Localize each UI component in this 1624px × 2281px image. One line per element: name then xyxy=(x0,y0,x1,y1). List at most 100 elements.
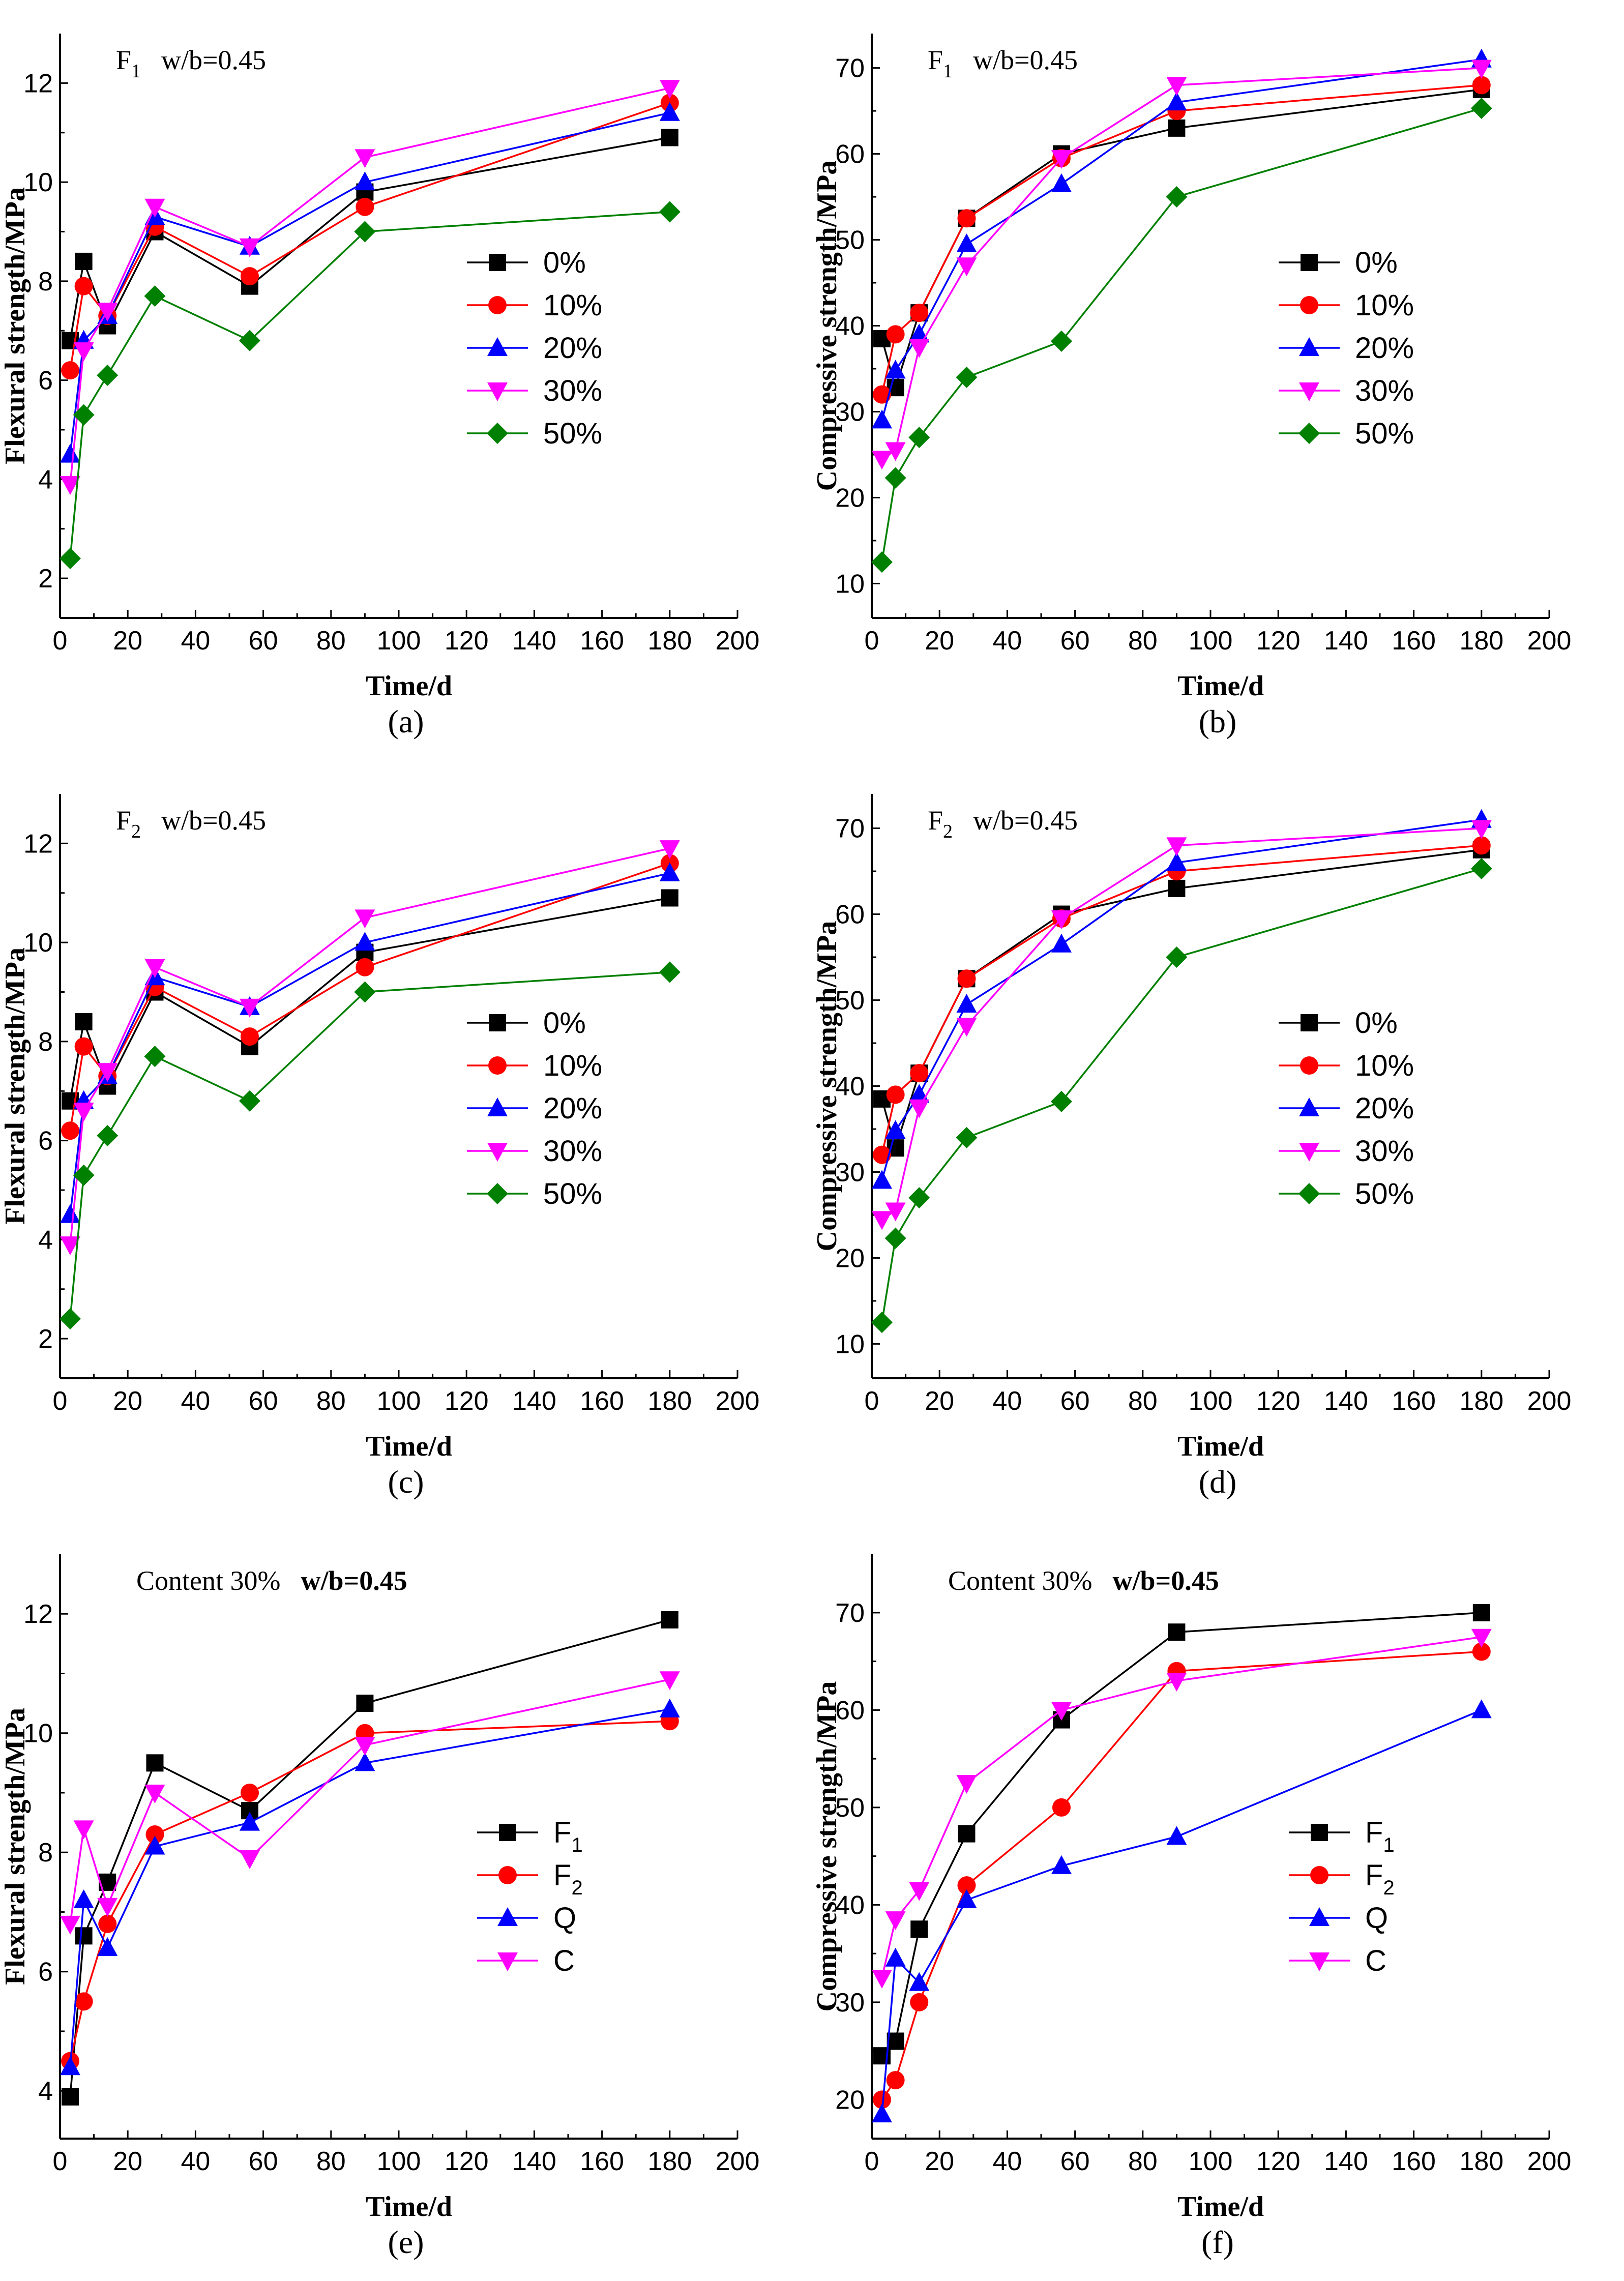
x-tick-label: 180 xyxy=(647,2147,692,2176)
legend-marker xyxy=(489,1014,506,1031)
data-point xyxy=(957,209,976,228)
data-point xyxy=(61,361,79,380)
panel-label: (e) xyxy=(388,2224,424,2260)
data-point xyxy=(887,2032,904,2050)
x-tick-label: 160 xyxy=(580,2147,624,2176)
data-point xyxy=(1472,76,1491,95)
panel-a: 0 20 40 60 80 100 120 140 160 180 200 2 4 6 8 10 12 Time/… xyxy=(0,0,812,760)
legend-label: 30% xyxy=(543,1135,602,1168)
panel-c: 0 20 40 60 80 100 120 140 160 180 200 2 4 6 8 10 12 Time/… xyxy=(0,760,812,1521)
x-tick-label: 160 xyxy=(580,1386,624,1416)
legend-marker xyxy=(1299,382,1319,401)
x-tick-label: 180 xyxy=(1459,2147,1503,2176)
x-tick-label: 60 xyxy=(1060,2147,1090,2176)
legend-label: 10% xyxy=(1355,289,1414,322)
data-point xyxy=(355,1737,375,1756)
legend-label-main: 10% xyxy=(1355,289,1414,322)
data-point xyxy=(1472,1604,1490,1621)
data-point xyxy=(1050,330,1072,352)
y-axis-title: Compressive strength/MPa xyxy=(811,921,843,1252)
y-tick-label: 30 xyxy=(835,1158,865,1187)
x-tick-label: 20 xyxy=(925,2147,954,2176)
legend-marker xyxy=(1309,1952,1330,1971)
legend-marker xyxy=(1298,423,1320,444)
x-tick-label: 0 xyxy=(53,626,68,656)
data-point xyxy=(871,409,892,429)
legend-label-main: 0% xyxy=(543,246,586,279)
data-point xyxy=(885,1120,906,1139)
data-point xyxy=(885,442,906,461)
data-point xyxy=(1166,852,1187,871)
y-tick-label: 4 xyxy=(38,1225,53,1255)
legend-label: C xyxy=(553,1944,575,1977)
data-point xyxy=(871,1170,892,1189)
legend-label-main: F xyxy=(553,1816,571,1849)
y-tick-label: 20 xyxy=(835,483,865,513)
chart-title-main: F xyxy=(928,45,943,75)
chart-e: 0 20 40 60 80 100 120 140 160 180 2004681012Time/d… xyxy=(0,1554,759,2260)
series-C xyxy=(60,1671,680,1935)
data-point xyxy=(885,1947,906,1967)
x-tick-label: 40 xyxy=(992,2147,1022,2176)
legend-label: 0% xyxy=(1355,246,1398,279)
data-point xyxy=(659,961,681,983)
data-point xyxy=(958,1825,976,1843)
panel-b: 0 20 40 60 80 100 120 140 160 180 200 10 20 30 40 50 60 7… xyxy=(811,0,1623,760)
series-line xyxy=(881,1650,1482,2100)
x-tick-label: 40 xyxy=(181,2147,210,2176)
y-tick-label: 6 xyxy=(38,1958,53,1987)
panel-f: 0 20 40 60 80 100 120 140 160 180 200 20 30 40 50 60 70 T… xyxy=(811,1521,1623,2281)
data-point xyxy=(886,2071,905,2090)
data-point xyxy=(356,958,374,976)
legend-label-subscript: 2 xyxy=(1383,1877,1394,1899)
x-tick-label: 200 xyxy=(1527,1386,1572,1416)
legend-label-main: Q xyxy=(1365,1902,1388,1935)
data-point xyxy=(146,1754,164,1772)
x-tick-label: 120 xyxy=(445,1386,489,1416)
data-point xyxy=(74,277,93,295)
y-tick-label: 4 xyxy=(38,2077,53,2106)
legend-marker xyxy=(1310,1866,1328,1884)
data-point xyxy=(73,404,95,426)
legend-marker xyxy=(499,1824,516,1841)
chart-title-rest: w/b=0.45 xyxy=(161,805,266,836)
data-point xyxy=(871,1211,892,1230)
legend-label-main: 10% xyxy=(1355,1049,1414,1082)
data-point xyxy=(910,1920,928,1938)
x-tick-label: 120 xyxy=(1256,2147,1301,2176)
x-axis-title: Time/d xyxy=(1177,1431,1264,1462)
data-point xyxy=(61,1121,79,1140)
x-tick-label: 120 xyxy=(1256,1386,1301,1416)
data-point xyxy=(885,360,906,379)
x-tick-label: 140 xyxy=(1324,2147,1368,2176)
x-axis-title: Time/d xyxy=(1177,670,1264,702)
y-tick-label: 40 xyxy=(835,312,865,341)
series-30% xyxy=(871,60,1492,470)
data-point xyxy=(885,1202,906,1222)
legend-label: Q xyxy=(553,1902,576,1935)
data-point xyxy=(909,1882,930,1901)
legend-marker xyxy=(1301,254,1318,271)
data-point xyxy=(239,1850,260,1869)
data-point xyxy=(1168,879,1186,897)
legend-label: 20% xyxy=(543,332,602,365)
legend-marker xyxy=(488,1056,507,1075)
data-point xyxy=(1051,910,1072,930)
y-tick-label: 8 xyxy=(38,1838,53,1868)
y-tick-label: 50 xyxy=(835,1793,865,1823)
x-tick-label: 140 xyxy=(512,1386,556,1416)
data-point xyxy=(1168,1623,1186,1641)
x-tick-label: 80 xyxy=(316,1386,346,1416)
data-point xyxy=(885,1911,906,1931)
data-point xyxy=(908,1187,930,1209)
y-tick-label: 20 xyxy=(835,2085,865,2115)
data-point xyxy=(60,1236,80,1256)
x-tick-label: 100 xyxy=(377,2147,421,2176)
data-point xyxy=(144,1046,166,1068)
y-tick-label: 60 xyxy=(835,900,865,930)
data-point xyxy=(1052,1798,1071,1817)
data-point xyxy=(871,1312,893,1334)
legend-label-main: 0% xyxy=(1355,246,1398,279)
legend-label: 10% xyxy=(543,289,602,322)
legend-marker xyxy=(487,423,508,444)
